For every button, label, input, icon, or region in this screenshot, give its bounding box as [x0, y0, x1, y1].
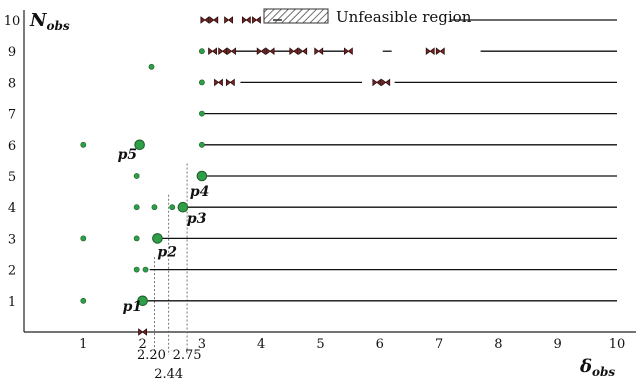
y-tick-label: 5	[8, 170, 16, 185]
data-point	[80, 235, 87, 242]
unfeasible-marker	[298, 47, 308, 55]
unfeasible-marker	[138, 328, 147, 336]
unfeasible-marker	[256, 47, 266, 55]
data-point	[142, 266, 149, 273]
data-point	[169, 204, 176, 211]
labeled-point-label: p3	[187, 211, 207, 227]
labeled-points: p1 p2 p3 p4 p5	[118, 139, 210, 315]
labeled-point-label: p4	[190, 184, 210, 200]
unfeasible-marker	[224, 16, 233, 24]
labeled-point-p5	[134, 139, 145, 151]
unfeasible-marker	[200, 16, 210, 24]
data-point	[133, 235, 140, 242]
x-axis-label: δobs	[579, 356, 615, 379]
unfeasible-marker	[435, 47, 445, 55]
y-tick-label: 4	[8, 201, 16, 216]
axes	[23, 10, 636, 333]
y-tick-label: 10	[4, 14, 21, 29]
x-tick-label: 1	[79, 337, 87, 352]
x-tick-labels: 1 2 3 4 5 6 7 8 9 10	[79, 337, 625, 352]
labeled-point-label-text: p3	[187, 211, 207, 227]
labeled-point-label-text: p2	[157, 244, 177, 260]
y-tick-label: 2	[8, 264, 16, 279]
data-point	[133, 204, 140, 211]
labeled-point-label: p1	[123, 299, 143, 315]
y-tick-label: 6	[8, 139, 16, 154]
x-tick-label: 3	[198, 337, 206, 352]
legend-swatch	[263, 8, 329, 24]
x-tick-label: 6	[376, 337, 384, 352]
y-axis-label-main: N	[29, 10, 48, 31]
legend-label: Unfeasible region	[336, 8, 472, 26]
unfeasible-marker	[209, 16, 219, 24]
unfeasible-marker	[241, 16, 251, 24]
unfeasible-markers	[138, 16, 445, 336]
data-point	[133, 266, 140, 273]
data-point	[80, 141, 87, 148]
unfeasible-marker	[381, 78, 391, 87]
data-point	[198, 110, 205, 117]
x-tick-label: 5	[316, 337, 324, 352]
unfeasible-marker	[214, 78, 223, 87]
unfeasible-marker	[265, 47, 275, 55]
y-tick-label: 3	[8, 232, 16, 247]
data-point	[80, 297, 87, 304]
guide-label: 2.75	[173, 348, 202, 363]
data-point	[198, 48, 205, 55]
labeled-point-label: p2	[157, 244, 177, 260]
unfeasible-marker	[425, 47, 435, 55]
y-tick-label: 8	[8, 76, 16, 91]
labeled-point-p1	[137, 295, 148, 307]
guide-lines: 2.20 2.44 2.75	[137, 163, 202, 382]
y-tick-label: 7	[8, 108, 16, 123]
legend: Unfeasible region	[263, 8, 472, 26]
data-point	[151, 204, 158, 211]
x-tick-label: 2	[138, 337, 146, 352]
guide-label: 2.44	[154, 367, 183, 382]
labeled-point-label: p5	[118, 147, 138, 163]
labeled-point-p3	[177, 201, 189, 213]
guide-label: 2.20	[137, 348, 166, 363]
data-point	[198, 141, 205, 148]
data-point	[148, 63, 155, 70]
unfeasible-marker	[372, 78, 382, 87]
y-tick-label: 9	[8, 45, 16, 60]
labeled-point-p2	[152, 233, 163, 244]
unfeasible-marker	[208, 47, 217, 55]
data-point	[198, 79, 205, 86]
x-tick-label: 4	[257, 337, 265, 352]
y-axis-label-sub: obs	[46, 19, 69, 33]
unfeasible-marker	[252, 16, 261, 24]
unfeasible-marker	[218, 47, 228, 55]
x-axis-label-sub: obs	[592, 365, 615, 379]
labeled-point-label-text: p4	[190, 184, 210, 200]
x-tick-label: 7	[435, 337, 443, 352]
unfeasible-marker	[225, 78, 235, 87]
labeled-point-label-text: p5	[118, 147, 138, 163]
x-tick-label: 10	[609, 337, 626, 352]
x-tick-label: 8	[494, 337, 502, 352]
data-points	[80, 48, 205, 304]
x-tick-label: 9	[554, 337, 562, 352]
unfeasible-marker	[227, 47, 236, 55]
unfeasible-marker	[343, 47, 353, 55]
unfeasible-marker	[314, 47, 324, 55]
y-tick-labels: 1 2 3 4 5 6 7 8 9 10	[4, 14, 21, 310]
unfeasible-marker	[289, 47, 299, 55]
data-point	[133, 173, 140, 179]
y-axis-label: Nobs	[29, 10, 70, 33]
labeled-point-label-text: p1	[123, 299, 143, 315]
labeled-point-p4	[196, 170, 208, 182]
y-tick-label: 1	[8, 295, 16, 310]
feasible-intervals	[142, 19, 617, 302]
x-axis-label-main: δ	[579, 356, 592, 377]
